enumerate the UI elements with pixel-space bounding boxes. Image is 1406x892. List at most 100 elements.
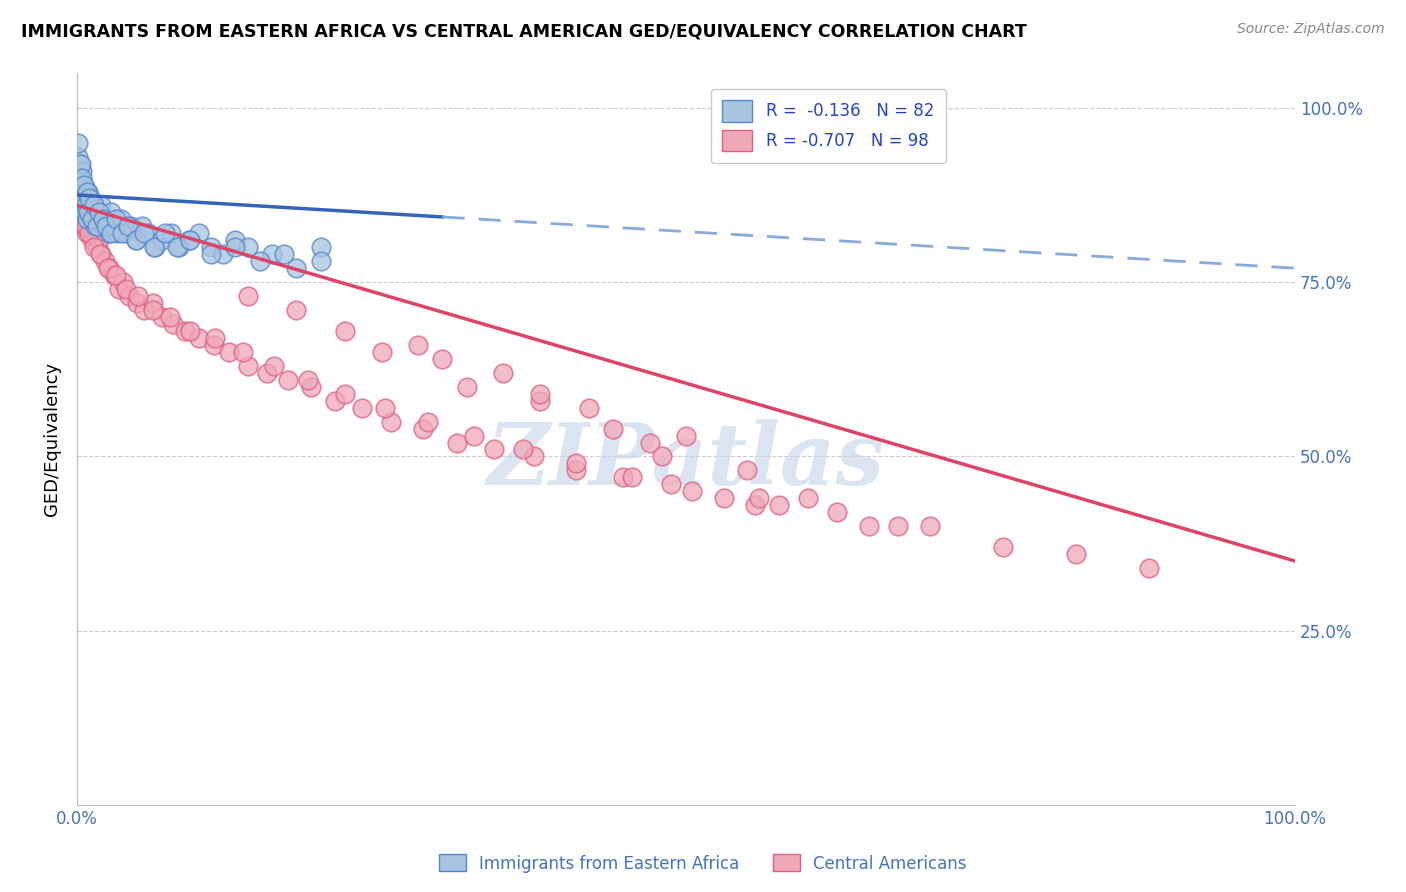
Point xyxy=(76,227,98,241)
Point xyxy=(204,331,226,345)
Point xyxy=(159,310,181,324)
Point xyxy=(529,386,551,401)
Point xyxy=(69,170,91,185)
Point xyxy=(1064,547,1087,561)
Point xyxy=(103,268,125,282)
Point xyxy=(69,198,91,212)
Point xyxy=(323,393,346,408)
Point xyxy=(125,296,148,310)
Point xyxy=(84,219,107,234)
Point xyxy=(105,227,128,241)
Point xyxy=(110,212,132,227)
Point xyxy=(887,519,910,533)
Point xyxy=(249,254,271,268)
Point xyxy=(93,219,115,234)
Point xyxy=(578,401,600,415)
Point xyxy=(120,219,142,234)
Point xyxy=(412,421,434,435)
Point xyxy=(76,212,98,227)
Point xyxy=(87,212,110,227)
Point xyxy=(285,303,308,318)
Point xyxy=(565,457,588,471)
Point xyxy=(80,212,103,227)
Point xyxy=(87,205,110,219)
Point xyxy=(132,303,155,318)
Point xyxy=(333,324,356,338)
Text: IMMIGRANTS FROM EASTERN AFRICA VS CENTRAL AMERICAN GED/EQUIVALENCY CORRELATION C: IMMIGRANTS FROM EASTERN AFRICA VS CENTRA… xyxy=(21,22,1026,40)
Point xyxy=(73,178,96,192)
Point xyxy=(735,463,758,477)
Point xyxy=(602,421,624,435)
Point xyxy=(174,324,197,338)
Point xyxy=(83,198,105,212)
Point xyxy=(179,233,201,247)
Point xyxy=(232,344,254,359)
Point xyxy=(86,219,108,234)
Point xyxy=(70,212,93,227)
Point xyxy=(512,442,534,457)
Point xyxy=(90,198,112,212)
Point xyxy=(621,470,644,484)
Point xyxy=(69,198,91,212)
Point xyxy=(77,185,100,199)
Point xyxy=(370,344,392,359)
Point xyxy=(456,380,478,394)
Point xyxy=(114,282,136,296)
Point xyxy=(333,386,356,401)
Point xyxy=(224,240,246,254)
Point xyxy=(100,205,122,219)
Point xyxy=(273,247,295,261)
Point xyxy=(169,240,191,254)
Point xyxy=(150,310,173,324)
Point xyxy=(91,212,114,227)
Point xyxy=(638,435,661,450)
Point xyxy=(218,344,240,359)
Point xyxy=(69,185,91,199)
Point xyxy=(79,192,101,206)
Point xyxy=(105,268,128,282)
Point xyxy=(612,470,634,484)
Point xyxy=(675,428,697,442)
Point xyxy=(153,227,176,241)
Point xyxy=(277,373,299,387)
Point xyxy=(80,198,103,212)
Point xyxy=(187,227,209,241)
Point xyxy=(70,170,93,185)
Point xyxy=(86,240,108,254)
Point xyxy=(565,463,588,477)
Point xyxy=(166,240,188,254)
Point xyxy=(256,366,278,380)
Point xyxy=(77,212,100,227)
Point xyxy=(200,247,222,261)
Point xyxy=(96,219,118,234)
Point xyxy=(661,477,683,491)
Point xyxy=(72,212,94,227)
Point xyxy=(77,227,100,241)
Point xyxy=(162,317,184,331)
Point xyxy=(77,205,100,219)
Point xyxy=(70,163,93,178)
Point xyxy=(482,442,505,457)
Point xyxy=(124,233,146,247)
Point xyxy=(260,247,283,261)
Point xyxy=(70,192,93,206)
Point xyxy=(72,198,94,212)
Point xyxy=(432,351,454,366)
Point xyxy=(72,192,94,206)
Point xyxy=(263,359,285,373)
Point xyxy=(492,366,515,380)
Point xyxy=(681,484,703,499)
Point xyxy=(77,192,100,206)
Point xyxy=(75,219,97,234)
Point xyxy=(75,205,97,219)
Point xyxy=(918,519,941,533)
Point xyxy=(67,163,90,178)
Point xyxy=(179,233,201,247)
Point xyxy=(523,450,546,464)
Point xyxy=(83,198,105,212)
Point xyxy=(224,233,246,247)
Point xyxy=(75,198,97,212)
Point xyxy=(463,428,485,442)
Point xyxy=(80,233,103,247)
Point xyxy=(67,150,90,164)
